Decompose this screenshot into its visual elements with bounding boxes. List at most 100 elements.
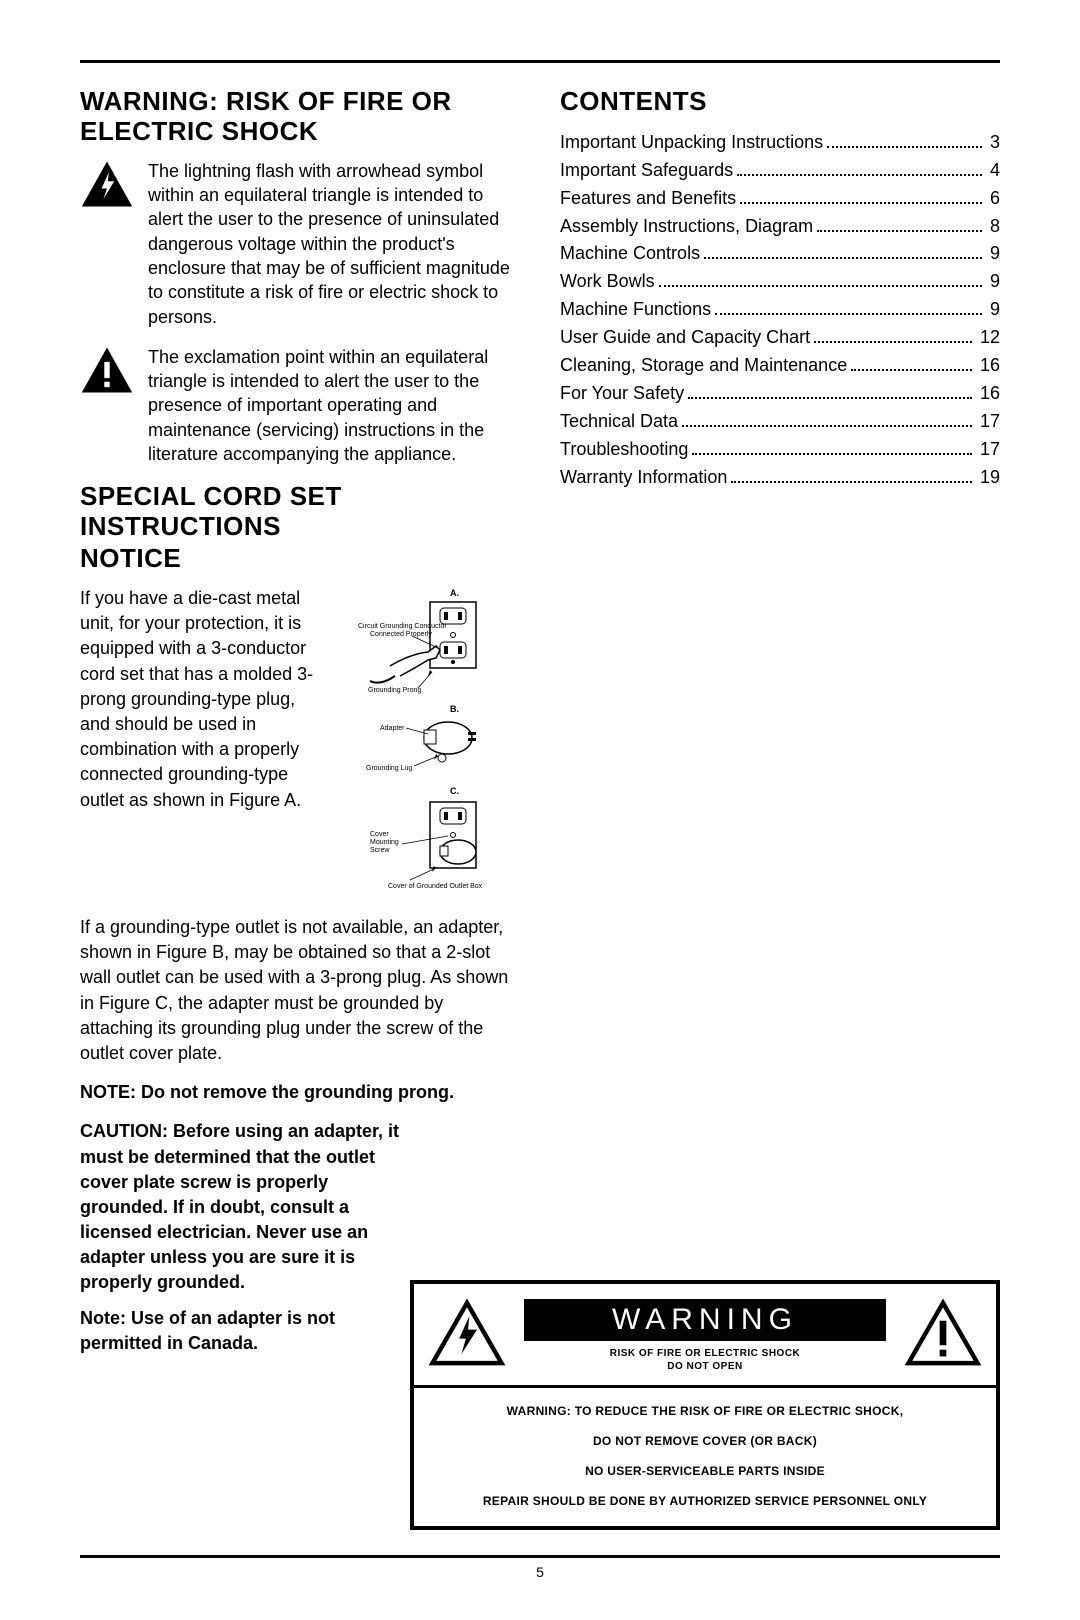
toc-row: Machine Functions 9	[560, 296, 1000, 324]
warning-box-divider	[414, 1385, 996, 1388]
warning-sub-2: DO NOT OPEN	[524, 1360, 886, 1373]
toc-label: For Your Safety	[560, 380, 684, 408]
warning-sub-1: RISK OF FIRE OR ELECTRIC SHOCK	[524, 1347, 886, 1360]
warning-box: WARNING RISK OF FIRE OR ELECTRIC SHOCK D…	[410, 1280, 1000, 1530]
toc-dots	[682, 409, 972, 427]
diagram-label-a: A.	[450, 588, 459, 598]
toc-label: Technical Data	[560, 408, 678, 436]
toc-label: Troubleshooting	[560, 436, 688, 464]
toc-row: Warranty Information 19	[560, 464, 1000, 492]
toc-page: 4	[986, 157, 1000, 185]
toc-page: 17	[976, 408, 1000, 436]
toc-row: Machine Controls 9	[560, 240, 1000, 268]
left-column: WARNING: RISK OF FIRE OR ELECTRIC SHOCK …	[80, 87, 520, 1356]
toc-page: 3	[986, 129, 1000, 157]
notice-para: If you have a die-cast metal unit, for y…	[80, 586, 326, 901]
toc-label: Warranty Information	[560, 464, 727, 492]
toc-row: Cleaning, Storage and Maintenance 16	[560, 352, 1000, 380]
lightning-row: The lightning flash with arrowhead symbo…	[80, 159, 520, 329]
toc-page: 19	[976, 464, 1000, 492]
svg-text:Cover: Cover	[370, 831, 389, 838]
wb-line-3: NO USER-SERVICEABLE PARTS INSIDE	[428, 1464, 982, 1478]
svg-text:B.: B.	[450, 704, 459, 714]
notice-para-2: If a grounding-type outlet is not availa…	[80, 915, 520, 1066]
toc-dots	[731, 465, 972, 483]
top-rule	[80, 60, 1000, 63]
toc-dots	[692, 437, 972, 455]
lightning-triangle-outline-icon	[428, 1298, 506, 1373]
toc-label: Work Bowls	[560, 268, 655, 296]
toc-row: Features and Benefits 6	[560, 185, 1000, 213]
toc-page: 8	[986, 213, 1000, 241]
outlet-diagram-icon: A. Circuit Grounding Conductor Connected…	[340, 586, 520, 901]
toc-page: 9	[986, 268, 1000, 296]
caution-text: CAUTION: Before using an adapter, it mus…	[80, 1119, 410, 1295]
svg-text:Mounting: Mounting	[370, 839, 399, 846]
toc-row: Assembly Instructions, Diagram 8	[560, 213, 1000, 241]
toc-dots	[740, 186, 982, 204]
exclaim-text: The exclamation point within an equilate…	[148, 345, 520, 466]
right-column: CONTENTS Important Unpacking Instruction…	[560, 87, 1000, 1356]
svg-text:Screw: Screw	[370, 847, 390, 854]
toc-label: Features and Benefits	[560, 185, 736, 213]
toc-page: 17	[976, 436, 1000, 464]
svg-text:Adapter: Adapter	[380, 725, 405, 732]
toc-page: 9	[986, 240, 1000, 268]
toc-row: Work Bowls 9	[560, 268, 1000, 296]
page-number: 5	[80, 1564, 1000, 1580]
toc-label: Important Safeguards	[560, 157, 733, 185]
main-columns: WARNING: RISK OF FIRE OR ELECTRIC SHOCK …	[80, 87, 1000, 1356]
cord-flex: If you have a die-cast metal unit, for y…	[80, 586, 520, 901]
toc-dots	[827, 130, 982, 148]
toc-label: User Guide and Capacity Chart	[560, 324, 810, 352]
toc-page: 6	[986, 185, 1000, 213]
toc-page: 16	[976, 352, 1000, 380]
svg-text:Connected Properly: Connected Properly	[370, 631, 432, 638]
exclaim-row: The exclamation point within an equilate…	[80, 345, 520, 466]
toc-row: User Guide and Capacity Chart 12	[560, 324, 1000, 352]
svg-text:Circuit Grounding Conductor: Circuit Grounding Conductor	[358, 623, 447, 630]
toc-row: For Your Safety 16	[560, 380, 1000, 408]
toc-row: Important Unpacking Instructions3	[560, 129, 1000, 157]
toc-dots	[817, 214, 982, 232]
notice-heading: NOTICE	[80, 544, 520, 574]
warning-box-center: WARNING RISK OF FIRE OR ELECTRIC SHOCK D…	[524, 1299, 886, 1373]
toc-dots	[659, 269, 982, 287]
canada-note: Note: Use of an adapter is not permitted…	[80, 1306, 410, 1356]
svg-text:Cover of Grounded Outlet Box: Cover of Grounded Outlet Box	[388, 883, 483, 890]
toc-row: Important Safeguards 4	[560, 157, 1000, 185]
lightning-triangle-icon	[80, 159, 134, 329]
cord-section: SPECIAL CORD SET INSTRUCTIONS NOTICE If …	[80, 482, 520, 1356]
toc-label: Machine Functions	[560, 296, 711, 324]
wb-line-4: REPAIR SHOULD BE DONE BY AUTHORIZED SERV…	[428, 1494, 982, 1508]
toc-dots	[704, 241, 982, 259]
note-grounding: NOTE: Do not remove the grounding prong.	[80, 1080, 520, 1105]
toc-dots	[851, 353, 972, 371]
toc-label: Assembly Instructions, Diagram	[560, 213, 813, 241]
toc-page: 12	[976, 324, 1000, 352]
exclamation-triangle-outline-icon	[904, 1298, 982, 1373]
toc: Important Unpacking Instructions3Importa…	[560, 129, 1000, 492]
svg-text:Grounding Prong: Grounding Prong	[368, 687, 421, 694]
toc-dots	[814, 325, 972, 343]
lightning-text: The lightning flash with arrowhead symbo…	[148, 159, 520, 329]
toc-label: Cleaning, Storage and Maintenance	[560, 352, 847, 380]
toc-label: Machine Controls	[560, 240, 700, 268]
warning-heading: WARNING: RISK OF FIRE OR ELECTRIC SHOCK	[80, 87, 520, 147]
toc-row: Technical Data 17	[560, 408, 1000, 436]
warning-banner: WARNING	[524, 1299, 886, 1341]
toc-dots	[715, 297, 982, 315]
exclamation-triangle-icon	[80, 345, 134, 466]
toc-dots	[737, 158, 982, 176]
wb-line-2: DO NOT REMOVE COVER (OR BACK)	[428, 1434, 982, 1448]
toc-dots	[688, 381, 972, 399]
cord-heading: SPECIAL CORD SET INSTRUCTIONS	[80, 482, 520, 542]
toc-page: 16	[976, 380, 1000, 408]
svg-text:C.: C.	[450, 786, 459, 796]
toc-page: 9	[986, 296, 1000, 324]
warning-box-top: WARNING RISK OF FIRE OR ELECTRIC SHOCK D…	[428, 1298, 982, 1373]
contents-heading: CONTENTS	[560, 87, 1000, 117]
wb-line-1: WARNING: TO REDUCE THE RISK OF FIRE OR E…	[428, 1404, 982, 1418]
bottom-rule	[80, 1555, 1000, 1558]
toc-row: Troubleshooting 17	[560, 436, 1000, 464]
